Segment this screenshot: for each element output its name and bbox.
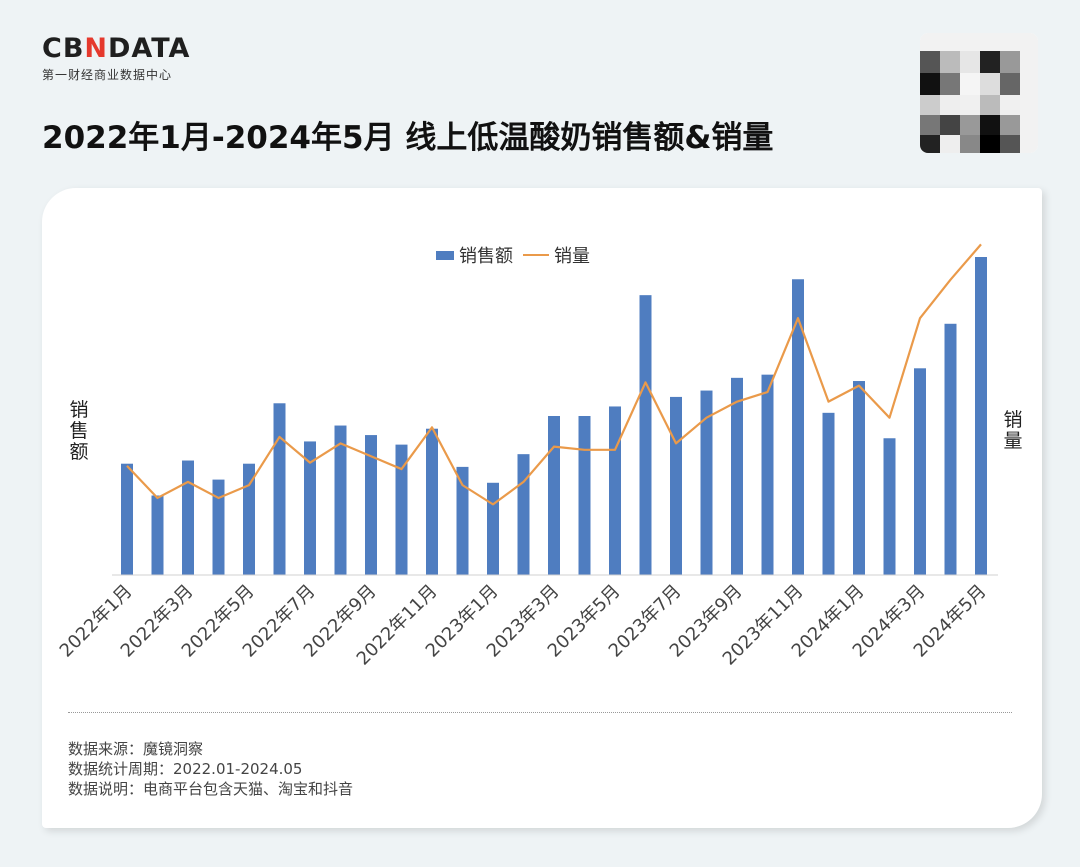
bar-2022年9月 <box>365 435 377 575</box>
bar-2023年8月 <box>700 390 713 575</box>
bar-2024年2月 <box>883 438 896 575</box>
logo-subtitle: 第一财经商业数据中心 <box>42 68 173 82</box>
legend-bar-label: 销售额 <box>459 246 513 267</box>
brand-logo: CBNDATA 第一财经商业数据中心 <box>42 34 190 83</box>
bar-2022年10月 <box>395 444 408 575</box>
page-title: 2022年1月-2024年5月 线上低温酸奶销售额&销量 <box>42 120 774 156</box>
line-series <box>126 243 982 506</box>
bar-2023年5月 <box>609 406 621 575</box>
bar-series <box>121 257 987 575</box>
bar-2024年4月 <box>944 323 957 575</box>
bar-2022年5月 <box>243 463 255 575</box>
bar-2023年1月 <box>487 482 499 575</box>
bar-2024年1月 <box>853 381 865 575</box>
chart-card <box>42 188 1042 828</box>
y-axis-left-label: 销售额 <box>69 399 89 463</box>
bar-2023年9月 <box>731 377 743 575</box>
bar-2022年11月 <box>426 428 438 575</box>
y-axis-right-label: 销量 <box>1003 409 1023 452</box>
legend-line-label: 销量 <box>554 246 590 267</box>
bar-2022年4月 <box>212 479 225 575</box>
logo-wordmark: CBNDATA <box>42 33 191 64</box>
bar-2024年3月 <box>914 368 926 575</box>
bar-2023年3月 <box>548 416 560 575</box>
bar-2022年12月 <box>456 466 469 575</box>
bar-2023年7月 <box>670 396 682 575</box>
bar-2023年4月 <box>578 416 591 575</box>
notes-divider <box>68 712 1012 713</box>
bar-2023年11月 <box>792 279 804 575</box>
note-period: 数据统计周期：2022.01-2024.05 <box>68 760 303 778</box>
bar-2023年6月 <box>639 295 652 575</box>
bar-2022年8月 <box>334 425 347 575</box>
x-axis-tick-labels: 2022年1月2022年3月2022年5月2022年7月2022年9月2022年… <box>56 581 991 670</box>
bar-2022年6月 <box>273 403 286 575</box>
legend-line-swatch <box>523 254 549 256</box>
qr-code-image <box>920 33 1038 153</box>
chart-legend: 销售额 销量 <box>436 242 590 268</box>
note-source: 数据来源：魔镜洞察 <box>68 740 204 758</box>
legend-bar-swatch <box>436 250 454 260</box>
bar-2022年2月 <box>151 495 164 575</box>
bar-2024年5月 <box>975 257 987 575</box>
bar-2022年3月 <box>182 460 194 575</box>
note-description: 数据说明：电商平台包含天猫、淘宝和抖音 <box>68 780 354 798</box>
bar-2022年1月 <box>121 463 133 575</box>
bar-2022年7月 <box>304 441 316 575</box>
bar-2023年10月 <box>761 374 774 575</box>
source-notes: 数据来源：魔镜洞察 数据统计周期：2022.01-2024.05 数据说明：电商… <box>68 739 353 799</box>
bar-2023年12月 <box>822 412 835 575</box>
bar-2023年2月 <box>517 454 530 575</box>
